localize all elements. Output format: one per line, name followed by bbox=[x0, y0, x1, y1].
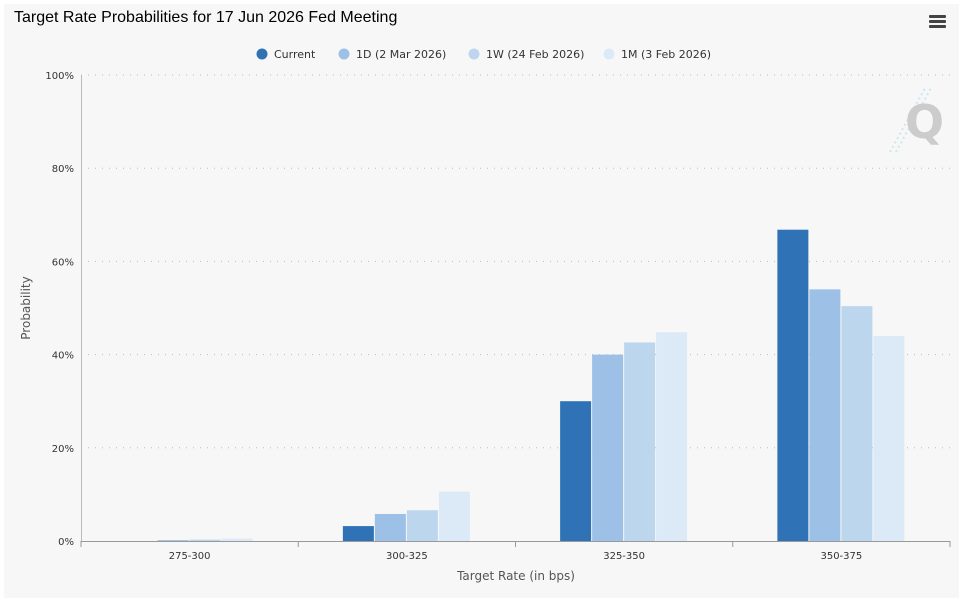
x-tick-label: 275-300 bbox=[169, 551, 211, 562]
bar-1d-350-375[interactable] bbox=[809, 289, 841, 541]
bar-current-350-375[interactable] bbox=[777, 229, 809, 541]
bar-1d-300-325[interactable] bbox=[374, 513, 406, 541]
legend-marker bbox=[338, 48, 350, 60]
x-axis-title: Target Rate (in bps) bbox=[456, 569, 575, 583]
hamburger-menu-icon[interactable] bbox=[929, 15, 947, 29]
legend-marker bbox=[603, 48, 615, 60]
y-tick-label: 20% bbox=[52, 444, 74, 455]
chart-title: Target Rate Probabilities for 17 Jun 202… bbox=[14, 9, 398, 26]
legend-marker bbox=[256, 48, 268, 60]
y-tick-label: 100% bbox=[45, 71, 74, 82]
y-tick-label: 40% bbox=[52, 351, 74, 362]
y-axis-ticks: 0% 20% 40% 60% 80% 100% bbox=[45, 71, 74, 548]
bar-1m-275-300[interactable] bbox=[221, 538, 253, 541]
legend-label: 1D (2 Mar 2026) bbox=[356, 48, 446, 61]
bar-1w-350-375[interactable] bbox=[841, 306, 873, 541]
bar-1m-300-325[interactable] bbox=[438, 491, 470, 541]
bar-1w-325-350[interactable] bbox=[624, 342, 656, 541]
bar-1m-350-375[interactable] bbox=[873, 335, 905, 541]
legend-item[interactable]: 1M (3 Feb 2026) bbox=[603, 48, 712, 61]
legend-label: 1W (24 Feb 2026) bbox=[486, 48, 584, 61]
grid-lines bbox=[81, 74, 950, 449]
bar-1d-275-300[interactable] bbox=[157, 540, 189, 541]
legend-item[interactable]: 1W (24 Feb 2026) bbox=[468, 48, 585, 61]
bar-1w-275-300[interactable] bbox=[189, 539, 221, 541]
q-logo-icon: Q bbox=[889, 87, 944, 153]
x-tick-label: 350-375 bbox=[820, 551, 862, 562]
bars bbox=[157, 229, 905, 541]
y-axis-title: Probability bbox=[19, 276, 33, 339]
bar-1m-325-350[interactable] bbox=[656, 332, 688, 541]
legend-item[interactable]: 1D (2 Mar 2026) bbox=[338, 48, 447, 61]
bar-current-325-350[interactable] bbox=[560, 401, 592, 541]
bar-current-300-325[interactable] bbox=[342, 526, 374, 541]
legend-label: Current bbox=[274, 48, 316, 61]
bar-1d-325-350[interactable] bbox=[592, 354, 624, 541]
legend-marker bbox=[468, 48, 480, 60]
legend-item[interactable]: Current bbox=[256, 48, 317, 61]
legend-label: 1M (3 Feb 2026) bbox=[621, 48, 711, 61]
svg-text:Q: Q bbox=[905, 95, 944, 149]
legend: Current 1D (2 Mar 2026) 1W (24 Feb 2026) 1M… bbox=[256, 48, 712, 61]
x-axis: 275-300 300-325 325-350 350-375 bbox=[80, 75, 951, 562]
y-tick-label: 60% bbox=[52, 257, 74, 268]
x-tick-label: 300-325 bbox=[386, 551, 428, 562]
bar-1w-300-325[interactable] bbox=[406, 510, 438, 541]
x-tick-label: 325-350 bbox=[603, 551, 645, 562]
y-tick-label: 0% bbox=[58, 537, 74, 548]
y-tick-label: 80% bbox=[52, 164, 74, 175]
